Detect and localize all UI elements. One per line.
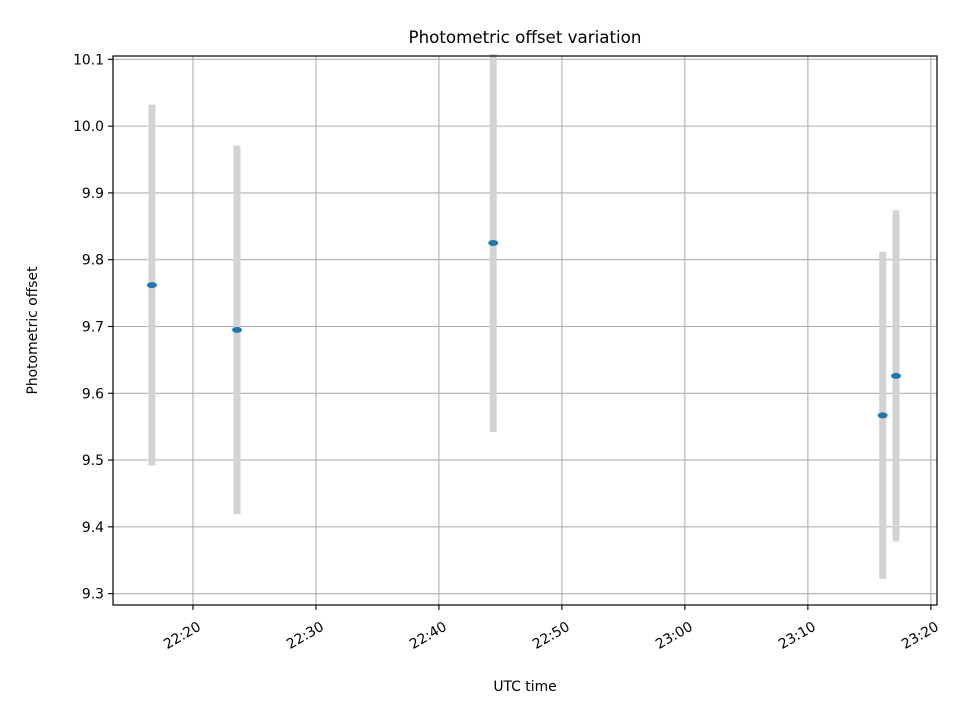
y-tick-label: 9.9 bbox=[82, 186, 104, 202]
plot-frame bbox=[112, 55, 938, 606]
y-tick-label: 10.1 bbox=[73, 52, 104, 68]
y-axis-label: Photometric offset bbox=[25, 266, 41, 395]
x-axis-label: UTC time bbox=[493, 679, 556, 695]
y-tick-label: 9.5 bbox=[82, 453, 104, 469]
y-tick-label: 9.7 bbox=[82, 319, 104, 335]
y-tick-label: 9.4 bbox=[82, 520, 104, 536]
y-tick-label: 9.8 bbox=[82, 253, 104, 269]
y-axis-ticks: 9.3 9.4 9.5 9.6 9.7 9.8 9.9 10.0 10.1 bbox=[73, 52, 113, 603]
y-tick-label: 9.6 bbox=[82, 386, 104, 402]
y-tick-label: 10.0 bbox=[73, 119, 104, 135]
data-points bbox=[146, 240, 902, 419]
data-point-1 bbox=[232, 326, 243, 333]
data-point-2 bbox=[488, 240, 499, 247]
y-tick-label: 9.3 bbox=[82, 587, 104, 603]
data-point-0 bbox=[146, 282, 157, 289]
data-point-4 bbox=[891, 372, 902, 379]
grid bbox=[113, 56, 937, 605]
chart-title: Photometric offset variation bbox=[409, 27, 642, 47]
data-point-3 bbox=[877, 412, 888, 419]
